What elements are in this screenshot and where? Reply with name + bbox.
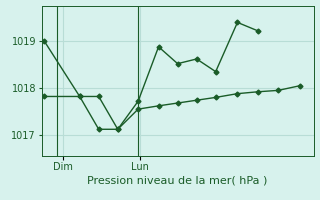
X-axis label: Pression niveau de la mer( hPa ): Pression niveau de la mer( hPa ) bbox=[87, 176, 268, 186]
